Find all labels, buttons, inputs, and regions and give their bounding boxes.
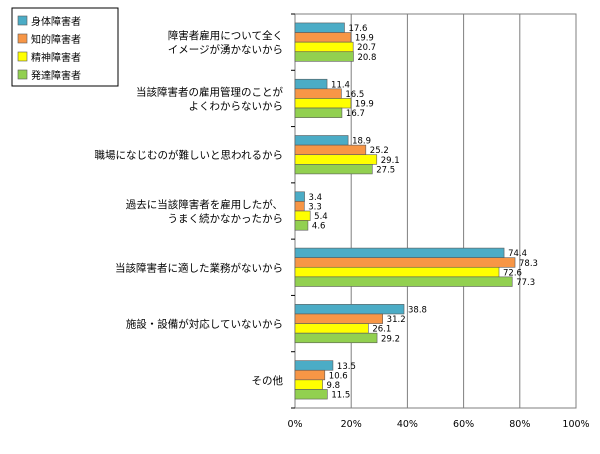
data-label: 11.5 [331,391,350,401]
data-label: 10.6 [329,371,348,381]
legend-label: 知的障害者 [31,33,81,46]
data-label: 19.9 [355,34,374,44]
bar [294,107,343,118]
plot-area-border [294,13,577,409]
bar [294,323,369,334]
bar [294,32,352,43]
x-tick-label: 100% [562,419,589,430]
category-label: イメージが湧かないから [168,43,283,56]
data-label: 5.4 [314,212,328,222]
data-label: 72.6 [503,268,522,278]
bar [294,247,505,258]
data-label: 18.9 [352,137,371,147]
bar [294,41,354,53]
data-label: 13.5 [337,362,356,372]
bar [294,201,305,212]
bar [294,22,345,33]
bar [294,313,383,324]
bar [294,164,373,175]
bar [294,332,378,344]
legend-label: 発達障害者 [31,69,81,82]
legend-label: 身体障害者 [31,15,81,28]
category-label: よくわからないから [189,100,284,112]
bar [294,98,352,109]
data-label: 19.9 [355,100,374,110]
data-label: 77.3 [516,278,535,288]
category-label: うまく続かなかったから [168,212,284,225]
x-tick-label: 40% [397,419,418,430]
category-label: 過去に当該障害者を雇用したが、 [126,198,283,211]
data-label: 4.6 [312,222,326,232]
bar [294,379,323,390]
bar [294,220,309,231]
legend-swatch [17,51,28,62]
bar-layer [294,22,516,400]
data-label: 29.1 [381,156,400,166]
data-label: 9.8 [327,381,341,391]
data-label: 25.2 [370,146,389,156]
x-tick-label: 20% [341,419,362,430]
bar [294,154,378,165]
data-label: 27.5 [376,165,395,175]
legend-swatch [17,69,28,80]
category-label: その他 [252,374,284,387]
label-layer: 0% 20% 40% 60% 80% 100%17.619.920.720.8障害者雇用に… [95,24,590,430]
category-label: 施設・設備が対応していないから [126,318,283,331]
data-label: 3.3 [308,203,322,213]
data-label: 20.7 [357,43,376,53]
bar [294,389,328,400]
data-label: 11.4 [331,80,350,90]
legend-swatch [17,15,28,26]
data-label: 16.7 [346,109,365,119]
bar [294,135,349,146]
category-label: 職場になじむのが難しいと思われるから [95,149,283,162]
data-label: 78.3 [519,259,538,269]
legend-box [11,7,119,87]
bar [294,304,405,315]
data-label: 31.2 [387,315,406,325]
data-label: 16.5 [345,90,364,100]
legend-swatch [17,33,28,44]
x-tick-label: 0% [287,419,302,430]
bar [294,276,513,287]
bar [294,191,305,202]
x-tick-label: 80% [509,419,530,430]
bar [294,51,354,62]
data-label: 29.2 [381,334,400,344]
category-label: 当該障害者の雇用管理のことが [136,85,283,98]
bar [294,78,328,90]
data-label: 17.6 [348,24,367,34]
legend-label: 精神障害者 [31,51,81,64]
bar [294,369,326,381]
category-label: 障害者雇用について全く [168,29,283,42]
data-label: 74.4 [508,249,527,259]
grid-layer [291,13,577,409]
category-label: 当該障害者に適した業務がないから [115,261,283,274]
data-label: 38.8 [408,305,427,315]
bar [294,360,334,371]
x-tick-label: 60% [453,419,474,430]
data-label: 3.4 [309,193,323,203]
data-label: 20.8 [357,53,376,63]
data-label: 26.1 [372,325,391,335]
bar [294,257,516,268]
bar [294,266,500,278]
